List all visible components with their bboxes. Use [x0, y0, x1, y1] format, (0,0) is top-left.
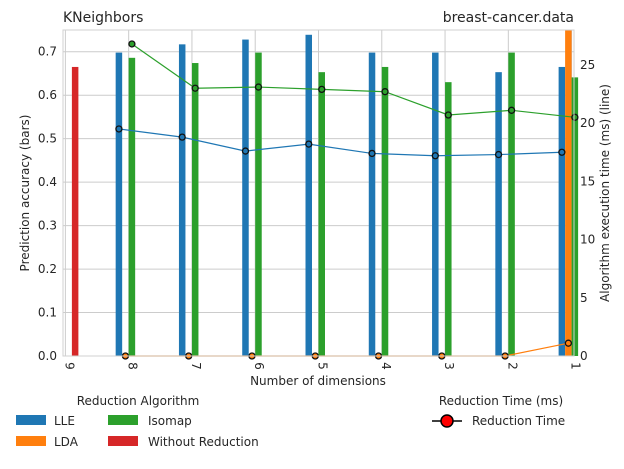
x-tick-label: 6: [252, 362, 266, 370]
x-tick-label: 3: [442, 362, 456, 370]
line-lle: [118, 128, 562, 157]
legend-item-isomap: Isomap: [108, 414, 192, 428]
y-tick-right-label: 25: [580, 58, 595, 72]
bar-lda-1: [565, 30, 572, 356]
bar-without-reduction-9: [71, 66, 79, 357]
legend-item-without-reduction: Without Reduction: [108, 435, 259, 449]
point-lle-1: [558, 148, 566, 156]
x-axis-label: Number of dimensions: [250, 374, 386, 388]
y-tick-right-label: 15: [580, 174, 595, 188]
bar-lle-4: [368, 52, 376, 357]
y-tick-right-label: 20: [580, 116, 595, 130]
y-tick-right-label: 10: [580, 233, 595, 247]
legend-label-without-reduction: Without Reduction: [148, 435, 259, 449]
bar-isomap-6: [255, 52, 262, 357]
legend-line-label: Reduction Time: [472, 414, 565, 428]
point-isomap-4: [381, 88, 389, 96]
legend-line-title: Reduction Time (ms): [439, 394, 563, 408]
y-tick-left-label: 0.3: [38, 219, 57, 233]
y-tick-left-label: 0.6: [38, 88, 57, 102]
legend-item-lle: LLE: [16, 414, 75, 428]
legend-label-lda: LDA: [54, 435, 79, 449]
x-tick-label: 4: [379, 362, 393, 370]
x-tick-label: 2: [505, 362, 519, 370]
point-isomap-2: [507, 106, 516, 114]
legend-item-reduction-time: Reduction Time: [432, 414, 565, 428]
point-isomap-5: [318, 85, 326, 94]
legend-swatch-lda: [16, 436, 46, 446]
point-isomap-6: [254, 83, 263, 91]
y-tick-right-label: 0: [580, 349, 588, 363]
point-lle-5: [305, 140, 313, 148]
bar-isomap-1: [571, 77, 579, 357]
y-axis-right-label: Algorithm execution time (ms) (line): [598, 84, 612, 302]
bar-lle-6: [242, 39, 249, 356]
bar-lle-7: [178, 44, 186, 357]
y-tick-left-label: 0.1: [38, 306, 57, 320]
legend-item-lda: LDA: [16, 435, 79, 449]
legend-bars-title: Reduction Algorithm: [77, 394, 200, 408]
bar-lle-2: [495, 72, 502, 357]
legend-swatch-without-reduction: [108, 436, 138, 446]
legend-label-isomap: Isomap: [148, 414, 192, 428]
x-tick-label: 9: [62, 362, 76, 370]
point-lle-4: [368, 149, 376, 158]
bar-lle-1: [558, 66, 566, 357]
chart-title-left: KNeighbors: [63, 10, 143, 26]
y-tick-left-label: 0.4: [38, 175, 57, 189]
legend-line-marker: [440, 414, 454, 428]
y-tick-right-label: 5: [580, 291, 588, 305]
bar-layer: [71, 30, 579, 357]
point-lle-3: [431, 152, 439, 160]
point-lle-8: [115, 125, 123, 133]
bar-isomap-4: [381, 66, 389, 357]
x-tick-label: 5: [316, 362, 330, 370]
axis-layer: 0.0 0.1 0.2 0.3 0.4 0.5 0.6 0.7 0 5 10 15 20 25 9 8 7 6 5 4…: [38, 45, 595, 370]
bar-lle-5: [305, 34, 312, 356]
legend-swatch-lle: [16, 415, 46, 425]
point-isomap-1: [571, 113, 579, 121]
bar-isomap-5: [318, 72, 325, 357]
y-axis-left-label: Prediction accuracy (bars): [18, 115, 32, 272]
y-tick-left-label: 0.5: [38, 132, 57, 146]
plot-frame: [62, 29, 575, 357]
bar-isomap-3: [445, 82, 452, 356]
legend-label-lle: LLE: [54, 414, 75, 428]
legend-swatch-isomap: [108, 415, 138, 425]
x-tick-label: 1: [569, 362, 583, 370]
point-isomap-3: [444, 111, 452, 119]
point-lle-2: [494, 150, 503, 159]
y-tick-left-label: 0.7: [38, 45, 57, 59]
y-tick-left-label: 0.0: [38, 349, 57, 363]
chart-title-right: breast-cancer.data: [443, 10, 574, 26]
point-lda-1: [564, 339, 573, 347]
y-tick-left-label: 0.2: [38, 262, 57, 276]
point-isomap-7: [191, 84, 199, 92]
bar-lle-8: [115, 52, 123, 357]
point-lle-6: [241, 147, 250, 155]
line-isomap: [131, 43, 575, 118]
x-tick-label: 7: [189, 362, 203, 370]
point-isomap-8: [128, 40, 136, 48]
point-lle-7: [178, 133, 186, 141]
x-tick-label: 8: [126, 362, 140, 370]
bar-lle-3: [432, 52, 439, 357]
bar-isomap-8: [128, 57, 136, 357]
bar-isomap-2: [508, 52, 515, 357]
bar-isomap-7: [191, 63, 199, 356]
